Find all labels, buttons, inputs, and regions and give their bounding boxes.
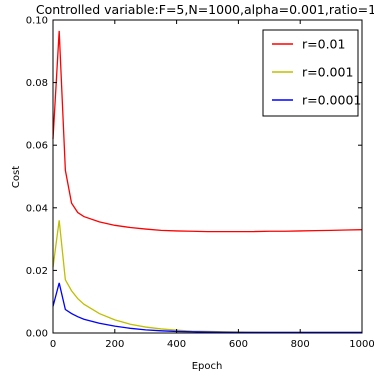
chart-title: Controlled variable:F=5,N=1000,alpha=0.0… bbox=[36, 2, 374, 17]
legend-label-3: r=0.0001 bbox=[302, 93, 361, 108]
y-tick-label: 0.04 bbox=[26, 203, 48, 214]
legend-label-2: r=0.001 bbox=[302, 65, 353, 80]
x-axis-label: Epoch bbox=[192, 361, 223, 372]
x-tick-label: 0 bbox=[50, 339, 56, 350]
y-tick-label: 0.02 bbox=[26, 266, 48, 277]
series-line-1 bbox=[52, 30, 363, 233]
y-axis: 0.00 0.02 0.04 0.06 0.08 0.10 bbox=[26, 16, 362, 340]
y-tick-label: 0.06 bbox=[26, 141, 48, 152]
series-line-3 bbox=[52, 282, 362, 334]
x-tick-label: 600 bbox=[229, 339, 248, 350]
y-axis-label: Cost bbox=[11, 166, 22, 188]
series-line-2 bbox=[52, 220, 362, 334]
legend: r=0.01 r=0.001 r=0.0001 bbox=[262, 29, 361, 117]
plot-area bbox=[52, 19, 363, 334]
y-tick-label: 0.00 bbox=[26, 329, 48, 340]
x-tick-label: 400 bbox=[167, 339, 186, 350]
series-layer bbox=[52, 30, 363, 334]
x-tick-label: 200 bbox=[105, 339, 124, 350]
y-tick-label: 0.08 bbox=[26, 78, 48, 89]
legend-label-1: r=0.01 bbox=[302, 37, 345, 52]
x-tick-label: 800 bbox=[291, 339, 310, 350]
y-tick-label: 0.10 bbox=[26, 16, 48, 27]
x-axis: 0 200 400 600 800 1000 bbox=[50, 20, 374, 350]
x-tick-label: 1000 bbox=[349, 339, 374, 350]
plot-frame bbox=[52, 19, 363, 334]
